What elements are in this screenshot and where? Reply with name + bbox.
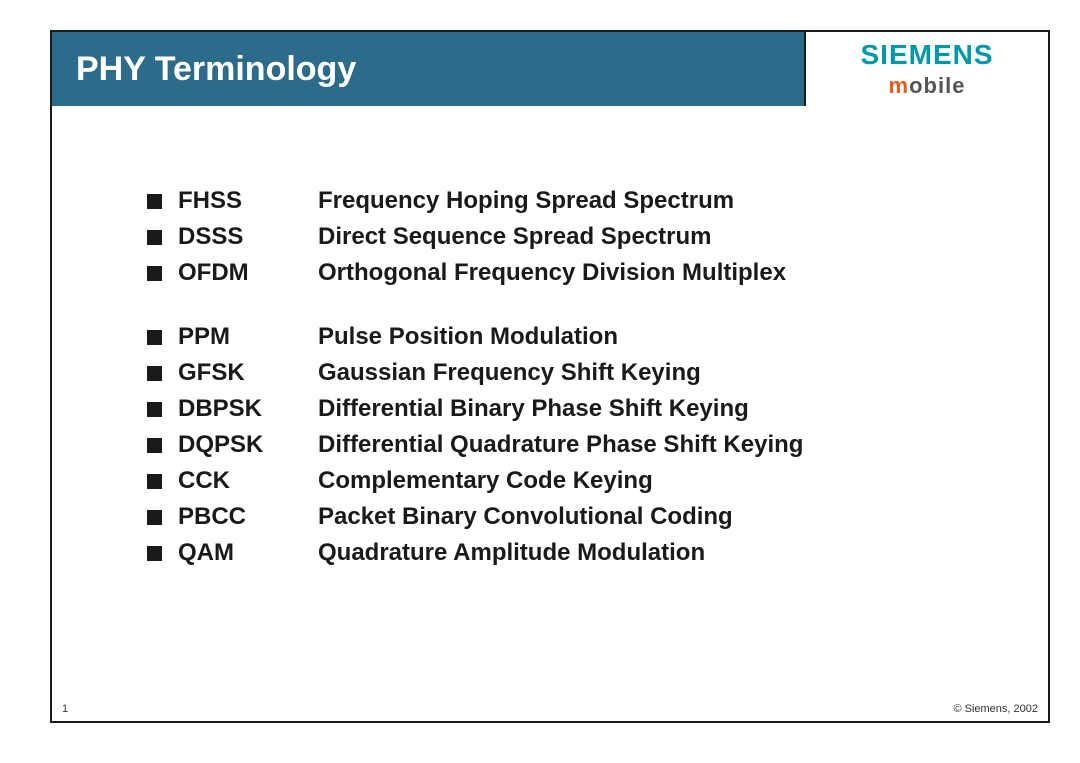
term-abbrev: PBCC bbox=[178, 503, 318, 531]
term-definition: Orthogonal Frequency Division Multiplex bbox=[318, 259, 786, 287]
term-definition: Packet Binary Convolutional Coding bbox=[318, 503, 733, 531]
term-abbrev: DBPSK bbox=[178, 395, 318, 423]
term-row: DBPSK Differential Binary Phase Shift Ke… bbox=[147, 395, 988, 423]
term-abbrev: GFSK bbox=[178, 359, 318, 387]
term-abbrev: OFDM bbox=[178, 259, 318, 287]
term-row: PBCC Packet Binary Convolutional Coding bbox=[147, 503, 988, 531]
term-definition: Differential Binary Phase Shift Keying bbox=[318, 395, 749, 423]
mobile-logo-rest: obile bbox=[909, 73, 965, 98]
bullet-icon bbox=[147, 194, 162, 209]
term-definition: Complementary Code Keying bbox=[318, 467, 653, 495]
term-definition: Pulse Position Modulation bbox=[318, 323, 618, 351]
term-row: OFDM Orthogonal Frequency Division Multi… bbox=[147, 259, 988, 287]
term-definition: Direct Sequence Spread Spectrum bbox=[318, 223, 711, 251]
term-definition: Differential Quadrature Phase Shift Keyi… bbox=[318, 431, 803, 459]
footer-copyright: © Siemens, 2002 bbox=[953, 703, 1038, 715]
slide-footer: 1 © Siemens, 2002 bbox=[62, 703, 1038, 715]
bullet-icon bbox=[147, 510, 162, 525]
bullet-icon bbox=[147, 546, 162, 561]
term-row: CCK Complementary Code Keying bbox=[147, 467, 988, 495]
term-definition: Frequency Hoping Spread Spectrum bbox=[318, 187, 734, 215]
content-area: FHSS Frequency Hoping Spread Spectrum DS… bbox=[147, 187, 988, 603]
term-abbrev: FHSS bbox=[178, 187, 318, 215]
term-group-1: PPM Pulse Position Modulation GFSK Gauss… bbox=[147, 323, 988, 567]
term-definition: Quadrature Amplitude Modulation bbox=[318, 539, 705, 567]
bullet-icon bbox=[147, 266, 162, 281]
term-row: FHSS Frequency Hoping Spread Spectrum bbox=[147, 187, 988, 215]
header-bar: PHY Terminology SIEMENS mobile bbox=[50, 30, 1050, 106]
term-abbrev: QAM bbox=[178, 539, 318, 567]
slide-title: PHY Terminology bbox=[76, 50, 356, 89]
term-row: DQPSK Differential Quadrature Phase Shif… bbox=[147, 431, 988, 459]
term-definition: Gaussian Frequency Shift Keying bbox=[318, 359, 701, 387]
logo-section: SIEMENS mobile bbox=[804, 30, 1050, 106]
term-abbrev: DQPSK bbox=[178, 431, 318, 459]
term-row: GFSK Gaussian Frequency Shift Keying bbox=[147, 359, 988, 387]
term-abbrev: CCK bbox=[178, 467, 318, 495]
term-row: PPM Pulse Position Modulation bbox=[147, 323, 988, 351]
term-group-0: FHSS Frequency Hoping Spread Spectrum DS… bbox=[147, 187, 988, 287]
mobile-logo: mobile bbox=[889, 73, 966, 99]
term-row: DSSS Direct Sequence Spread Spectrum bbox=[147, 223, 988, 251]
term-abbrev: PPM bbox=[178, 323, 318, 351]
bullet-icon bbox=[147, 330, 162, 345]
bullet-icon bbox=[147, 438, 162, 453]
siemens-logo: SIEMENS bbox=[860, 39, 993, 71]
term-row: QAM Quadrature Amplitude Modulation bbox=[147, 539, 988, 567]
bullet-icon bbox=[147, 402, 162, 417]
term-abbrev: DSSS bbox=[178, 223, 318, 251]
footer-page-number: 1 bbox=[62, 703, 68, 715]
mobile-logo-m: m bbox=[889, 73, 910, 98]
title-section: PHY Terminology bbox=[50, 30, 804, 106]
bullet-icon bbox=[147, 366, 162, 381]
bullet-icon bbox=[147, 230, 162, 245]
slide-frame: FHSS Frequency Hoping Spread Spectrum DS… bbox=[50, 30, 1050, 723]
bullet-icon bbox=[147, 474, 162, 489]
